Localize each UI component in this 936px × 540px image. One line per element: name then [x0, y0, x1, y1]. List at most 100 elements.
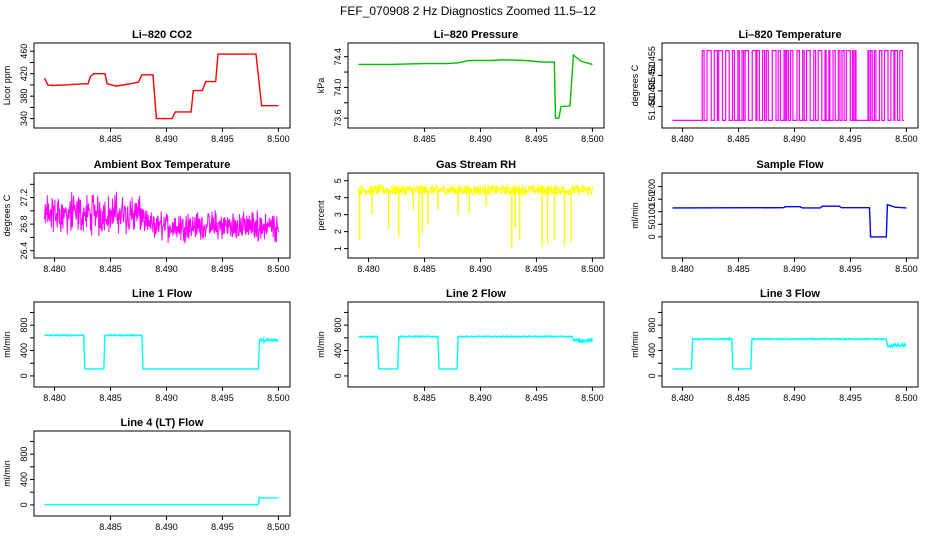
y-axis-label: ml/min	[2, 460, 12, 487]
chart-title: Li–820 Temperature	[738, 29, 841, 41]
chart-panel: Li–820 CO2 Licor ppm 8.490 8.495 8.500 8.485 3…	[2, 29, 291, 144]
y-tick-label: 420	[19, 66, 29, 81]
series-line	[358, 53, 593, 119]
series-line	[258, 336, 279, 345]
chart-panel: Line 4 (LT) Flow ml/min 8.490 8.495 8.500 8.4…	[2, 417, 291, 532]
x-tick-label: 8.490	[155, 134, 178, 144]
x-tick-label: 8.485	[413, 393, 436, 403]
x-tick-label: 8.485	[99, 393, 122, 403]
y-tick-label: 340	[19, 111, 29, 126]
chart-title: Li–820 Pressure	[434, 29, 518, 41]
plot-frame	[33, 301, 291, 388]
chart-title: Line 2 Flow	[446, 288, 506, 300]
x-tick-label: 8.485	[99, 264, 122, 274]
chart-panel: Ambient Box Temperature degrees C 8.480 8.4…	[2, 159, 291, 274]
series-line	[358, 335, 593, 370]
x-tick-label: 8.495	[525, 264, 548, 274]
x-tick-label: 8.490	[469, 264, 492, 274]
plot-frame	[661, 42, 919, 129]
y-axis-label: degrees C	[2, 194, 12, 236]
chart-panel: Line 3 Flow ml/min 8.480 8.485 8.490 8.495 8.5…	[630, 288, 919, 403]
x-tick-label: 8.495	[211, 522, 234, 532]
plot-frame	[347, 42, 605, 129]
y-axis-label: ml/min	[316, 331, 326, 358]
y-tick-label: 51.445	[647, 77, 657, 105]
y-axis-label: Licor ppm	[2, 66, 12, 106]
x-tick-label: 8.480	[43, 393, 66, 403]
series-line	[43, 53, 279, 120]
x-tick-label: 8.495	[211, 134, 234, 144]
x-tick-label: 8.480	[43, 264, 66, 274]
y-tick-label: 1	[333, 246, 343, 251]
x-tick-label: 8.500	[895, 134, 918, 144]
y-tick-label: 51.450	[647, 62, 657, 90]
x-tick-label: 8.490	[155, 393, 178, 403]
chart-title: Ambient Box Temperature	[94, 159, 231, 171]
x-tick-label: 8.480	[671, 393, 694, 403]
x-tick-label: 8.495	[839, 264, 862, 274]
y-tick-label: 0	[19, 502, 29, 507]
series-line	[44, 191, 145, 237]
y-axis-label: percent	[316, 200, 326, 231]
y-tick-label: 74.0	[333, 79, 343, 97]
x-tick-label: 8.500	[267, 264, 290, 274]
y-tick-label: 50	[647, 219, 657, 229]
figure-title: FEF_070908 2 Hz Diagnostics Zoomed 11.5–…	[340, 4, 596, 18]
x-tick-label: 8.495	[839, 134, 862, 144]
y-tick-label: 460	[19, 44, 29, 59]
chart-panel: Li–820 Pressure kPa 8.485 8.490 8.495 8.500 73…	[316, 29, 605, 144]
series-line	[692, 336, 733, 342]
y-tick-label: 51.440	[647, 93, 657, 121]
series-line	[398, 334, 439, 339]
y-tick-label: 200	[647, 179, 657, 194]
y-axis-label: degrees C	[630, 64, 640, 106]
x-tick-label: 8.495	[525, 393, 548, 403]
y-axis-label: kPa	[316, 78, 326, 94]
series-line	[751, 337, 887, 342]
x-tick-label: 8.500	[581, 134, 604, 144]
x-tick-label: 8.485	[413, 134, 436, 144]
plot-frame	[33, 42, 291, 129]
plot-frame	[347, 301, 605, 388]
x-tick-label: 8.485	[727, 393, 750, 403]
plot-frame	[661, 301, 919, 388]
y-tick-label: 150	[647, 192, 657, 207]
series-line	[104, 333, 143, 338]
series-line	[672, 338, 907, 370]
plot-frame	[347, 172, 605, 259]
chart-title: Sample Flow	[756, 159, 824, 171]
chart-title: Li–820 CO2	[132, 29, 192, 41]
y-tick-label: 26.8	[19, 215, 29, 233]
series-line	[457, 334, 573, 339]
x-tick-label: 8.485	[413, 264, 436, 274]
y-tick-label: 100	[647, 204, 657, 219]
x-tick-label: 8.485	[727, 264, 750, 274]
x-tick-label: 8.490	[469, 393, 492, 403]
y-tick-label: 0	[333, 373, 343, 378]
panels: Li–820 CO2 Licor ppm 8.490 8.495 8.500 8.485 3…	[2, 29, 919, 532]
x-tick-label: 8.500	[267, 134, 290, 144]
series-line	[572, 336, 593, 344]
chart-title: Line 1 Flow	[132, 288, 192, 300]
x-tick-label: 8.490	[155, 522, 178, 532]
chart-title: Line 4 (LT) Flow	[121, 417, 204, 429]
series-line	[44, 334, 279, 370]
series-line	[886, 341, 907, 350]
y-tick-label: 5	[333, 178, 343, 183]
x-tick-label: 8.485	[99, 134, 122, 144]
series-line	[44, 496, 279, 506]
y-tick-label: 380	[19, 89, 29, 104]
x-tick-label: 8.500	[581, 264, 604, 274]
series-line	[44, 333, 85, 338]
y-tick-label: 73.6	[333, 109, 343, 127]
x-tick-label: 8.500	[895, 264, 918, 274]
chart-title: Line 3 Flow	[760, 288, 820, 300]
series-line	[358, 334, 378, 339]
y-tick-label: 800	[19, 318, 29, 333]
series-line	[358, 183, 593, 197]
x-tick-label: 8.490	[155, 264, 178, 274]
y-tick-label: 800	[647, 318, 657, 333]
x-tick-label: 8.500	[267, 522, 290, 532]
x-tick-label: 8.480	[671, 134, 694, 144]
